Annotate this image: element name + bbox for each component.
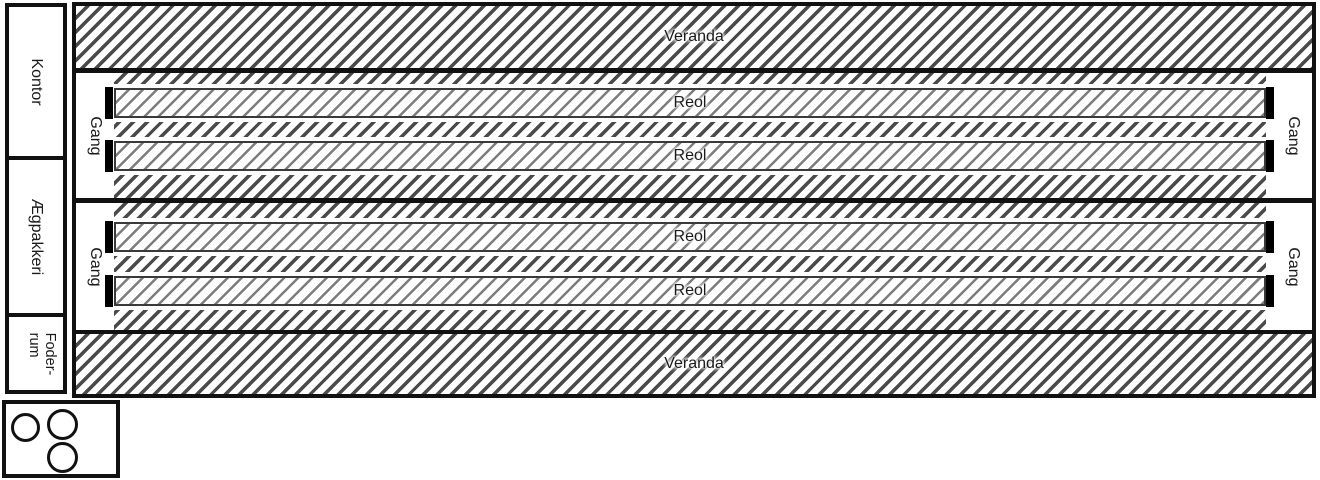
room-aegpakkeri: Ægpakkeri [5,156,67,317]
building-outline: Veranda Reol Reol Gang Gang Reol [72,2,1316,398]
veranda-top: Veranda [76,6,1312,73]
shelf-end-marker [1266,140,1274,172]
shelf-end-marker [1266,275,1274,307]
section-1-aisle-left-label: Gang [86,115,104,156]
section-2-shelf-row-2: Reol [114,276,1266,306]
section-2-aisle-left: Gang [76,203,114,330]
room-foderrum-label-line2: rum [26,332,43,358]
silo-box [2,400,120,478]
section-1-shelf-row-2-label: Reol [673,147,707,165]
section-1-aisle-right: Gang [1274,73,1312,198]
section-2-aisle-left-label: Gang [86,246,104,287]
room-foderrum: Foder-rum [5,313,67,394]
section-1-aisle-left: Gang [76,73,114,198]
room-aegpakkeri-label: Ægpakkeri [27,198,45,275]
room-foderrum-label-line1: Foder- [42,332,59,375]
silo-circle-icon [11,413,40,442]
veranda-top-label: Veranda [664,28,724,46]
silo-circle-icon [47,442,78,473]
veranda-bottom: Veranda [76,334,1312,394]
shelf-end-marker [1266,87,1274,119]
section-1: Reol Reol Gang Gang [76,73,1312,203]
room-kontor-label: Kontor [27,57,45,106]
section-2-shelf-row-2-label: Reol [673,282,707,300]
shelf-end-marker [105,140,113,172]
section-1-aisle-right-label: Gang [1284,115,1302,156]
silo-circle-icon [47,409,78,440]
section-1-shelf-row-1-label: Reol [673,94,707,112]
shelf-end-marker [105,275,113,307]
room-foderrum-label: Foder-rum [25,332,59,375]
section-2-aisle-right-label: Gang [1284,246,1302,287]
section-2-aisle-right: Gang [1274,203,1312,330]
veranda-bottom-label: Veranda [664,355,724,373]
shelf-end-marker [105,87,113,119]
section-1-shelf-row-2: Reol [114,141,1266,171]
section-2-shelf-row-1-label: Reol [673,228,707,246]
room-kontor: Kontor [5,3,67,160]
shelf-end-marker [105,221,113,253]
shelf-end-marker [1266,221,1274,253]
section-2: Reol Reol Gang Gang [76,203,1312,334]
section-1-shelf-row-1: Reol [114,88,1266,118]
section-2-shelf-row-1: Reol [114,222,1266,252]
